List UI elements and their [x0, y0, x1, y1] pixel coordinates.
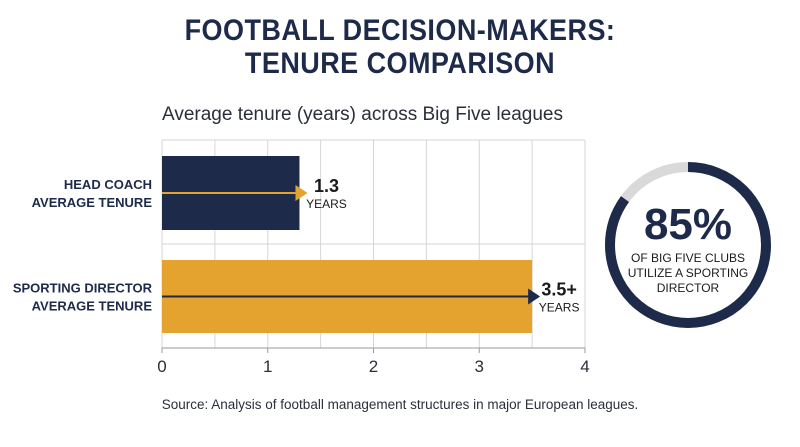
source-note: Source: Analysis of football management …: [161, 397, 639, 412]
category-label-line1: HEAD COACH: [64, 177, 152, 192]
bar-arrow-head: [295, 185, 308, 201]
stat-value: 85%: [644, 200, 732, 249]
x-tick-label: 3: [475, 357, 484, 376]
stat-text-line1: OF BIG FIVE CLUBS: [631, 251, 745, 265]
bar-value-label: 3.5+: [541, 280, 577, 300]
chart-title: FOOTBALL DECISION-MAKERS: TENURE COMPARI…: [0, 14, 800, 80]
bar-unit-label: YEARS: [539, 301, 580, 315]
stat-ring-progress: [605, 162, 771, 328]
x-tick-label: 4: [580, 357, 589, 376]
title-line-1: FOOTBALL DECISION-MAKERS:: [184, 14, 616, 47]
title-line-2: TENURE COMPARISON: [244, 47, 556, 80]
x-tick-label: 2: [369, 357, 378, 376]
category-label-line2: AVERAGE TENURE: [32, 195, 153, 210]
stat-text-line2: UTILIZE A SPORTING: [628, 266, 748, 280]
stat-text-line3: DIRECTOR: [657, 281, 720, 295]
bar-arrow-head: [528, 288, 541, 305]
x-tick-label: 1: [263, 357, 272, 376]
chart-subtitle: Average tenure (years) across Big Five l…: [162, 104, 563, 125]
bar-value-label: 1.3: [314, 176, 339, 196]
category-label-line2: AVERAGE TENURE: [32, 299, 153, 314]
bar-unit-label: YEARS: [306, 197, 347, 211]
category-label-line1: SPORTING DIRECTOR: [13, 281, 153, 296]
x-tick-label: 0: [157, 357, 166, 376]
